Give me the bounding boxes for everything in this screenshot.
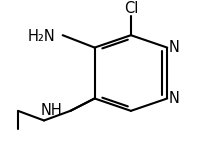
- Text: NH: NH: [40, 103, 62, 118]
- Text: H₂N: H₂N: [28, 29, 55, 44]
- Text: N: N: [169, 91, 180, 106]
- Text: N: N: [169, 40, 180, 55]
- Text: Cl: Cl: [124, 1, 138, 16]
